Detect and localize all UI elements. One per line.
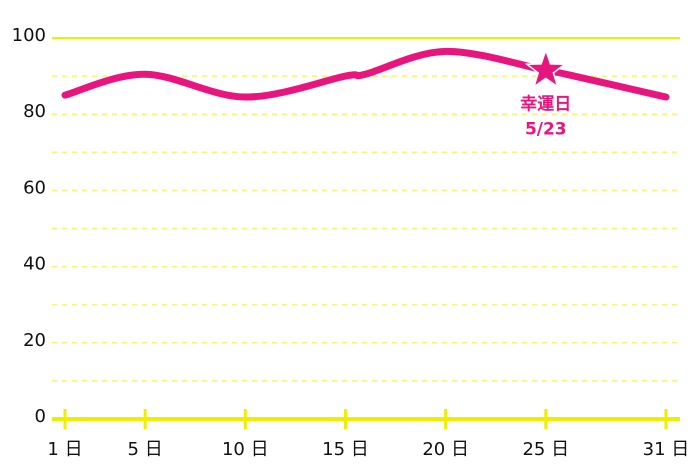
y-tick-label: 40 — [23, 254, 46, 275]
x-tick-label: 5 日 — [128, 439, 163, 460]
line — [61, 47, 670, 101]
y-tick-label: 20 — [23, 330, 46, 351]
x-tick-label: 10 日 — [222, 439, 269, 460]
y-tick-label: 100 — [12, 25, 46, 46]
lucky-star — [524, 48, 567, 89]
annotation-label: 5/23 — [525, 119, 567, 139]
y-tick-label: 80 — [23, 101, 46, 122]
x-tick-label: 1 日 — [47, 439, 82, 460]
y-tick-label: 60 — [23, 177, 46, 198]
x-tick-label: 20 日 — [422, 439, 469, 460]
annotation-label: 幸運日 — [520, 93, 571, 114]
y-tick-label: 0 — [35, 406, 46, 427]
x-tick-label: 25 日 — [522, 439, 569, 460]
x-tick-label: 31 日 — [643, 439, 690, 460]
x-tick-label: 15 日 — [322, 439, 369, 460]
